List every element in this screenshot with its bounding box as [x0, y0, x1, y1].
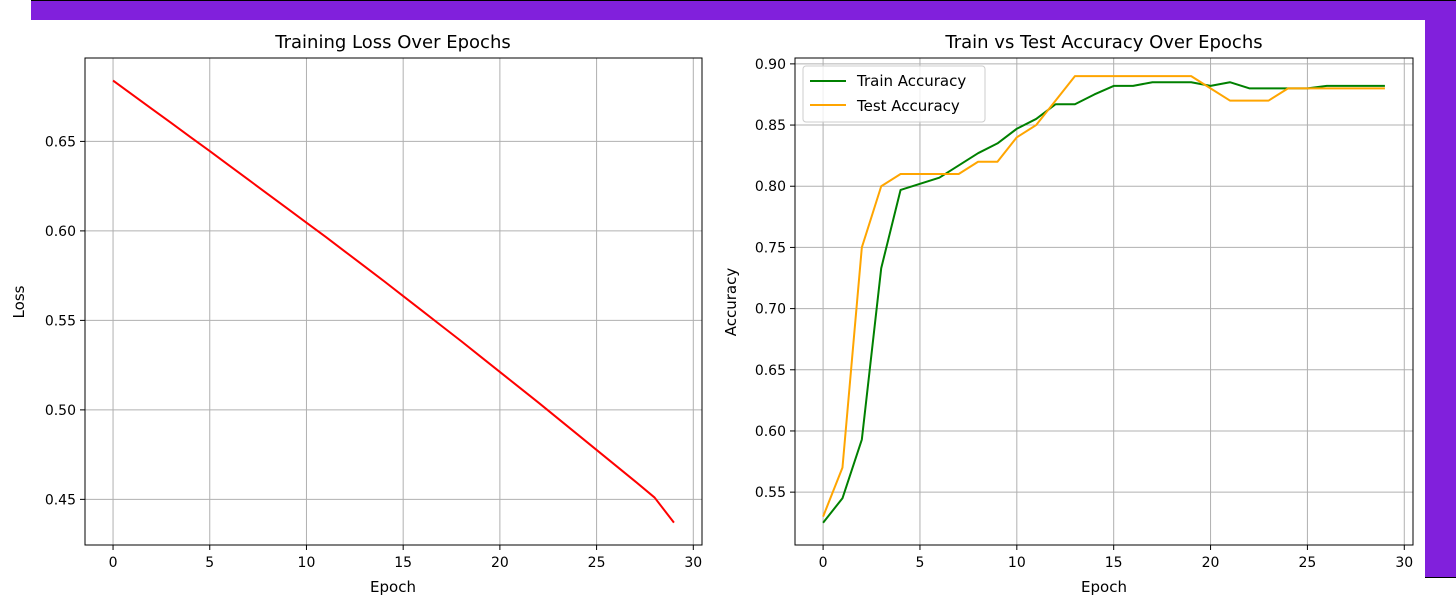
accuracy-x-tick-label-20: 20: [1202, 555, 1220, 571]
accuracy-chart-title: Train vs Test Accuracy Over Epochs: [944, 32, 1262, 53]
loss-chart-plot-area: [84, 57, 703, 546]
loss-y-tick-label-2: 0.55: [45, 313, 76, 329]
loss-x-tick-label-20: 20: [491, 555, 509, 571]
accuracy-y-tick-label-4: 0.75: [755, 240, 786, 256]
accuracy-y-tick-label-3: 0.70: [755, 302, 786, 318]
accuracy-chart-plot-area: [794, 57, 1414, 546]
accuracy-chart-grid: [795, 58, 1413, 545]
accuracy-chart-y-ticks: 0.55 0.60 0.65 0.70 0.75 0.80 0.85 0.90: [755, 57, 795, 501]
accuracy-series-test-accuracy-line: [822, 75, 1385, 517]
accuracy-y-tick-label-2: 0.65: [755, 363, 786, 379]
accuracy-chart-x-label: Epoch: [1081, 578, 1127, 596]
loss-y-tick-label-1: 0.50: [45, 403, 76, 419]
loss-x-tick-label-25: 25: [588, 555, 606, 571]
accuracy-series-train-accuracy-line: [822, 81, 1385, 524]
frame-top-edge: [31, 0, 1456, 1]
legend-box: [802, 65, 986, 123]
loss-x-tick-label-0: 0: [109, 555, 118, 571]
accuracy-x-tick-label-25: 25: [1299, 555, 1317, 571]
loss-y-tick-label-4: 0.65: [45, 134, 76, 150]
accuracy-x-tick-label-0: 0: [819, 555, 828, 571]
loss-chart-grid: [85, 58, 702, 545]
loss-chart: Training Loss Over Epochs 0 5 10 15 20 25 30 0…: [10, 32, 703, 596]
accuracy-x-tick-label-15: 15: [1105, 555, 1123, 571]
loss-x-tick-label-15: 15: [394, 555, 412, 571]
loss-chart-y-label: Loss: [10, 285, 28, 318]
loss-chart-lines: [112, 79, 675, 524]
frame-top-bar: [31, 0, 1456, 20]
loss-x-tick-label-5: 5: [205, 555, 214, 571]
loss-x-tick-label-10: 10: [298, 555, 316, 571]
accuracy-y-tick-label-6: 0.85: [755, 118, 786, 134]
loss-x-tick-label-30: 30: [684, 555, 702, 571]
loss-y-tick-label-3: 0.60: [45, 224, 76, 240]
frame-right-bar: [1425, 0, 1456, 578]
accuracy-chart-x-ticks: 0 5 10 15 20 25 30: [819, 545, 1413, 571]
accuracy-chart: Train vs Test Accuracy Over Epochs 0 5 10 1…: [722, 32, 1414, 596]
accuracy-y-tick-label-7: 0.90: [755, 57, 786, 73]
accuracy-x-tick-label-10: 10: [1008, 555, 1026, 571]
accuracy-x-tick-label-5: 5: [915, 555, 924, 571]
accuracy-y-tick-label-0: 0.55: [755, 485, 786, 501]
loss-series-loss-line: [112, 79, 675, 524]
accuracy-chart-lines: [822, 75, 1385, 524]
accuracy-chart-legend: Train Accuracy Test Accuracy: [802, 65, 986, 123]
accuracy-chart-y-label: Accuracy: [722, 268, 740, 337]
legend-label-test: Test Accuracy: [856, 97, 960, 115]
loss-y-tick-label-0: 0.45: [45, 492, 76, 508]
loss-chart-x-ticks: 0 5 10 15 20 25 30: [109, 545, 702, 571]
loss-chart-x-label: Epoch: [370, 578, 416, 596]
accuracy-y-tick-label-1: 0.60: [755, 424, 786, 440]
loss-chart-y-ticks: 0.45 0.50 0.55 0.60 0.65: [45, 134, 85, 508]
loss-chart-title: Training Loss Over Epochs: [274, 32, 510, 53]
accuracy-y-tick-label-5: 0.80: [755, 179, 786, 195]
frame-right-edge: [1425, 577, 1456, 578]
legend-label-train: Train Accuracy: [856, 72, 966, 90]
accuracy-x-tick-label-30: 30: [1395, 555, 1413, 571]
